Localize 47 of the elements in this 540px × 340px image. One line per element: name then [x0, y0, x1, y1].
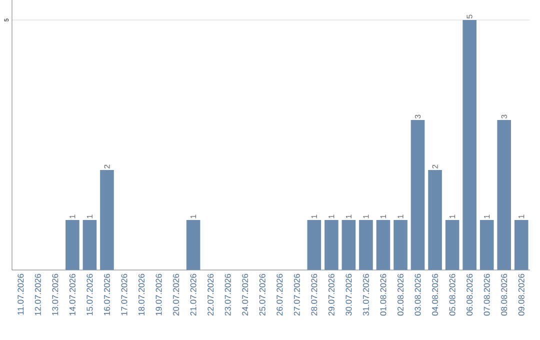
bar: [307, 220, 322, 270]
bar: [514, 220, 528, 270]
x-tick-label: 17.07.2026: [121, 274, 128, 316]
x-tick-label: 07.08.2026: [484, 274, 490, 316]
x-tick-label: 21.07.2026: [190, 274, 196, 316]
x-tick-label: 20.07.2026: [173, 274, 180, 316]
x-tick-label: 04.08.2026: [432, 274, 438, 316]
bar: [480, 220, 494, 270]
x-tick-label: 27.07.2026: [294, 274, 300, 316]
bar: [394, 220, 408, 270]
bar: [66, 220, 80, 270]
x-tick-label: 09.08.2026: [518, 274, 524, 316]
x-tick-label: 28.07.2026: [311, 274, 318, 316]
x-tick-label: 16.07.2026: [104, 274, 110, 316]
x-tick-label: 25.07.2026: [259, 274, 266, 316]
bar: [186, 220, 200, 270]
x-tick-label: 14.07.2026: [69, 274, 76, 316]
bar: [100, 170, 114, 270]
x-tick-label: 05.08.2026: [449, 274, 456, 316]
x-tick-label: 08.08.2026: [501, 274, 508, 316]
bar: [410, 120, 425, 270]
bar: [497, 120, 512, 270]
x-tick-label: 26.07.2026: [276, 274, 283, 316]
bar: [359, 220, 373, 270]
x-tick-label: 06.08.2026: [466, 274, 473, 316]
x-tick-label: 24.07.2026: [242, 274, 248, 316]
bar: [462, 20, 476, 270]
bar: [445, 220, 460, 270]
bar: [342, 220, 356, 270]
bar: [428, 170, 442, 270]
x-tick-label: 03.08.2026: [414, 274, 421, 316]
x-tick-label: 12.07.2026: [34, 274, 41, 316]
x-tick-label: 11.07.2026: [18, 274, 24, 315]
x-tick-label: 01.08.2026: [380, 274, 386, 316]
x-tick-label: 29.07.2026: [328, 274, 334, 316]
x-tick-label: 02.08.2026: [398, 274, 404, 316]
x-tick-label: 18.07.2026: [138, 274, 144, 316]
bar: [82, 220, 97, 270]
x-tick-label: 22.07.2026: [208, 274, 214, 316]
x-tick-label: 23.07.2026: [224, 274, 231, 316]
x-tick-label: 19.07.2026: [156, 274, 162, 316]
x-tick-label: 31.07.2026: [362, 274, 369, 316]
x-tick-label: 15.07.2026: [86, 274, 93, 316]
x-tick-label: 13.07.2026: [52, 274, 58, 316]
bar: [324, 220, 338, 270]
x-tick-label: 30.07.2026: [346, 274, 352, 316]
bar: [376, 220, 390, 270]
